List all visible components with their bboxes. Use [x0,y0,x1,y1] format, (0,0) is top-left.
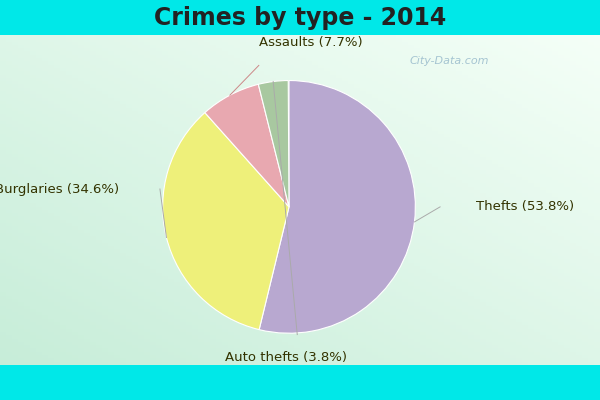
Text: Crimes by type - 2014: Crimes by type - 2014 [154,6,446,30]
Text: Assaults (7.7%): Assaults (7.7%) [259,36,362,48]
Text: Thefts (53.8%): Thefts (53.8%) [476,200,574,213]
Wedge shape [259,80,289,207]
Text: City-Data.com: City-Data.com [410,56,490,66]
Wedge shape [163,113,289,330]
Text: Auto thefts (3.8%): Auto thefts (3.8%) [225,352,347,364]
Wedge shape [259,80,415,333]
Wedge shape [205,84,289,207]
Text: Burglaries (34.6%): Burglaries (34.6%) [0,182,119,196]
